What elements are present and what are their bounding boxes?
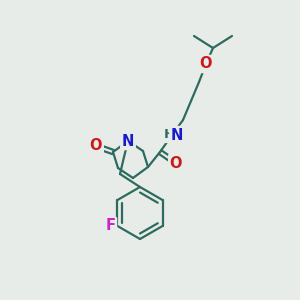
Text: N: N [122,134,134,148]
Text: O: O [200,56,212,71]
Text: F: F [106,218,116,233]
Text: O: O [170,155,182,170]
Text: H: H [164,128,175,142]
Text: N: N [171,128,183,142]
Text: O: O [90,139,102,154]
